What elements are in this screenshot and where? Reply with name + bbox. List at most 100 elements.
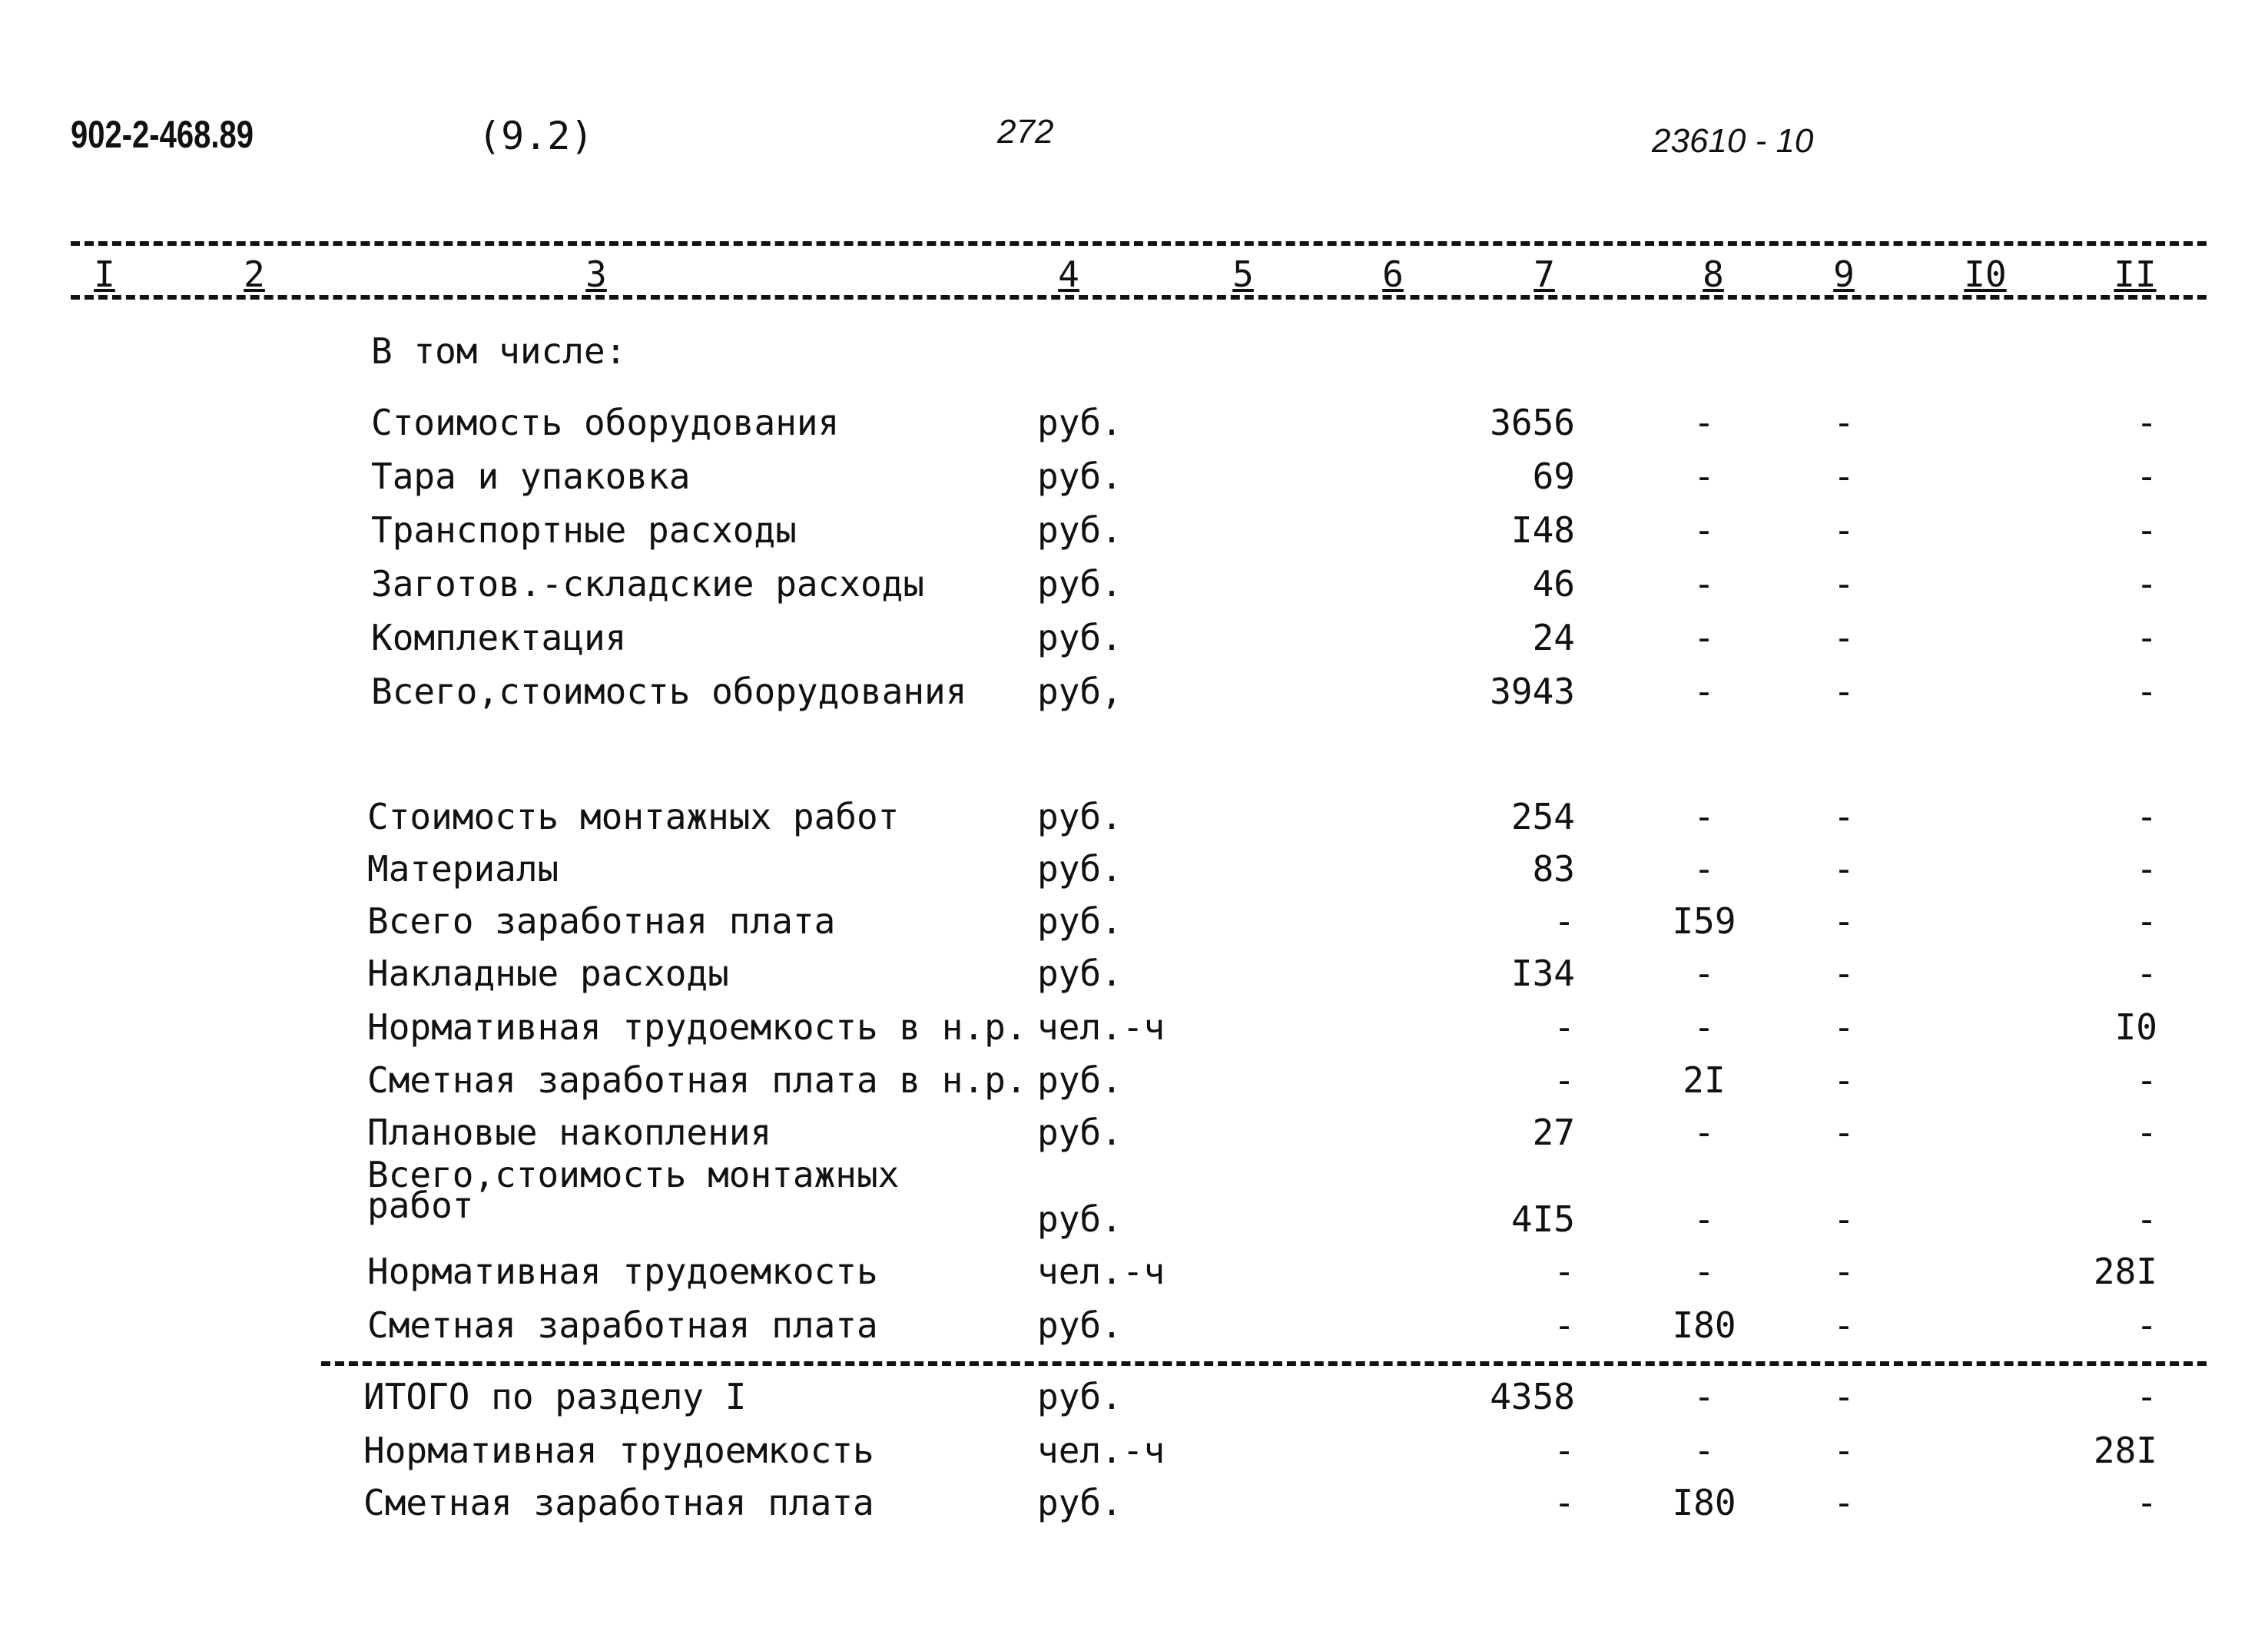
cell-col-7: - xyxy=(1553,1304,1575,1346)
cell-col-8: - xyxy=(1693,402,1715,443)
column-number: 9 xyxy=(1833,257,1855,292)
row-label: Сметная заработная плата в н.р. xyxy=(367,1059,1027,1101)
cell-col-9: - xyxy=(1833,1304,1855,1346)
page-number: 272 xyxy=(997,113,1054,151)
row-unit: руб. xyxy=(1037,617,1122,658)
row-unit: руб. xyxy=(1037,1482,1122,1523)
row-unit: руб. xyxy=(1037,509,1122,551)
cell-col-11: - xyxy=(2136,1112,2157,1153)
row-label: Всего заработная плата xyxy=(367,900,836,942)
row-unit: руб. xyxy=(1037,953,1122,994)
row-unit: руб. xyxy=(1037,900,1122,942)
cell-col-7: 24 xyxy=(1532,617,1575,658)
column-number: 4 xyxy=(1058,257,1079,292)
row-label: Всего,стоимость оборудования xyxy=(371,671,967,712)
cell-col-11: - xyxy=(2136,953,2157,994)
row-label: Заготов.-складские расходы xyxy=(371,563,925,605)
row-unit: руб. xyxy=(1037,1376,1122,1417)
row-unit: руб. xyxy=(1037,563,1122,605)
cell-col-7: 83 xyxy=(1532,848,1575,890)
cell-col-8: - xyxy=(1693,563,1715,605)
cell-col-9: - xyxy=(1833,671,1855,712)
column-number-text: 8 xyxy=(1703,254,1724,295)
cell-col-9: - xyxy=(1833,1198,1855,1240)
cell-col-8: - xyxy=(1693,1430,1715,1471)
column-number-text: 6 xyxy=(1382,254,1404,295)
cell-col-8: - xyxy=(1693,1376,1715,1417)
cell-col-8: I80 xyxy=(1672,1304,1736,1346)
cell-col-8: - xyxy=(1693,617,1715,658)
row-label: Сметная заработная плата xyxy=(363,1482,874,1523)
cell-col-7: 4I5 xyxy=(1510,1198,1575,1240)
cell-col-11: 28I xyxy=(2093,1430,2157,1471)
cell-col-11: - xyxy=(2136,1304,2157,1346)
cell-col-11: - xyxy=(2136,456,2157,497)
row-label: Транспортные расходы xyxy=(371,509,797,551)
cell-col-11: - xyxy=(2136,848,2157,890)
cell-col-7: I34 xyxy=(1510,953,1575,994)
row-unit: руб. xyxy=(1037,402,1122,443)
cell-col-9: - xyxy=(1833,456,1855,497)
cell-col-8: - xyxy=(1693,953,1715,994)
cell-col-9: - xyxy=(1833,900,1855,942)
row-label: Комплектация xyxy=(371,617,627,658)
cell-col-8: I80 xyxy=(1672,1482,1736,1523)
cell-col-9: - xyxy=(1833,796,1855,837)
cell-col-7: 4358 xyxy=(1490,1376,1575,1417)
column-number-text: I xyxy=(94,254,115,295)
cell-col-9: - xyxy=(1833,563,1855,605)
cell-col-8: - xyxy=(1693,1112,1715,1153)
cell-col-11: - xyxy=(2136,900,2157,942)
row-unit: руб. xyxy=(1037,848,1122,890)
cell-col-9: - xyxy=(1833,1112,1855,1153)
row-label: Стоимость монтажных работ xyxy=(367,796,900,837)
row-label: Плановые накопления xyxy=(367,1112,772,1153)
cell-col-9: - xyxy=(1833,617,1855,658)
column-number-text: II xyxy=(2114,254,2157,295)
row-unit: руб. xyxy=(1037,1112,1122,1153)
row-label-continued: работ xyxy=(367,1185,474,1226)
cell-col-9: - xyxy=(1833,402,1855,443)
cell-col-7: - xyxy=(1553,1482,1575,1523)
cell-col-9: - xyxy=(1833,848,1855,890)
row-label: Нормативная трудоемкость xyxy=(363,1430,874,1471)
column-number-text: 2 xyxy=(244,254,265,295)
cell-col-11: - xyxy=(2136,1482,2157,1523)
cell-col-11: 28I xyxy=(2093,1251,2157,1292)
row-unit: чел.-ч xyxy=(1037,1251,1166,1292)
cell-col-11: - xyxy=(2136,402,2157,443)
cell-col-9: - xyxy=(1833,1482,1855,1523)
column-number-text: 4 xyxy=(1058,254,1079,295)
cell-col-8: - xyxy=(1693,848,1715,890)
cell-col-8: - xyxy=(1693,671,1715,712)
cell-col-7: 69 xyxy=(1532,456,1575,497)
row-unit: чел.-ч xyxy=(1037,1430,1166,1471)
cell-col-11: - xyxy=(2136,671,2157,712)
column-number: I0 xyxy=(1964,257,2006,292)
header-bottom-rule xyxy=(71,295,2207,300)
row-label: Стоимость оборудования xyxy=(371,402,840,443)
column-number: 7 xyxy=(1534,257,1555,292)
cell-col-9: - xyxy=(1833,1059,1855,1101)
cell-col-11: - xyxy=(2136,1059,2157,1101)
row-label: Нормативная трудоемкость в н.р. xyxy=(367,1006,1027,1048)
cell-col-7: I48 xyxy=(1510,509,1575,551)
row-label: Всего,стоимость монтажных xyxy=(367,1154,900,1195)
row-label: Накладные расходы xyxy=(367,953,729,994)
column-number-text: 3 xyxy=(585,254,607,295)
doc-code: 902-2-468.89 xyxy=(71,113,254,156)
cell-col-11: - xyxy=(2136,617,2157,658)
row-unit: руб. xyxy=(1037,1059,1122,1101)
cell-col-9: - xyxy=(1833,953,1855,994)
column-number: 5 xyxy=(1232,257,1254,292)
cell-col-7: 27 xyxy=(1532,1112,1575,1153)
column-number: 6 xyxy=(1382,257,1404,292)
cell-col-11: - xyxy=(2136,796,2157,837)
cell-col-8: 2I xyxy=(1683,1059,1726,1101)
section-number: (9.2) xyxy=(478,114,594,158)
cell-col-8: - xyxy=(1693,509,1715,551)
column-number-text: 5 xyxy=(1232,254,1254,295)
cell-col-7: - xyxy=(1553,1430,1575,1471)
row-label: Нормативная трудоемкость xyxy=(367,1251,878,1292)
cell-col-8: - xyxy=(1693,456,1715,497)
